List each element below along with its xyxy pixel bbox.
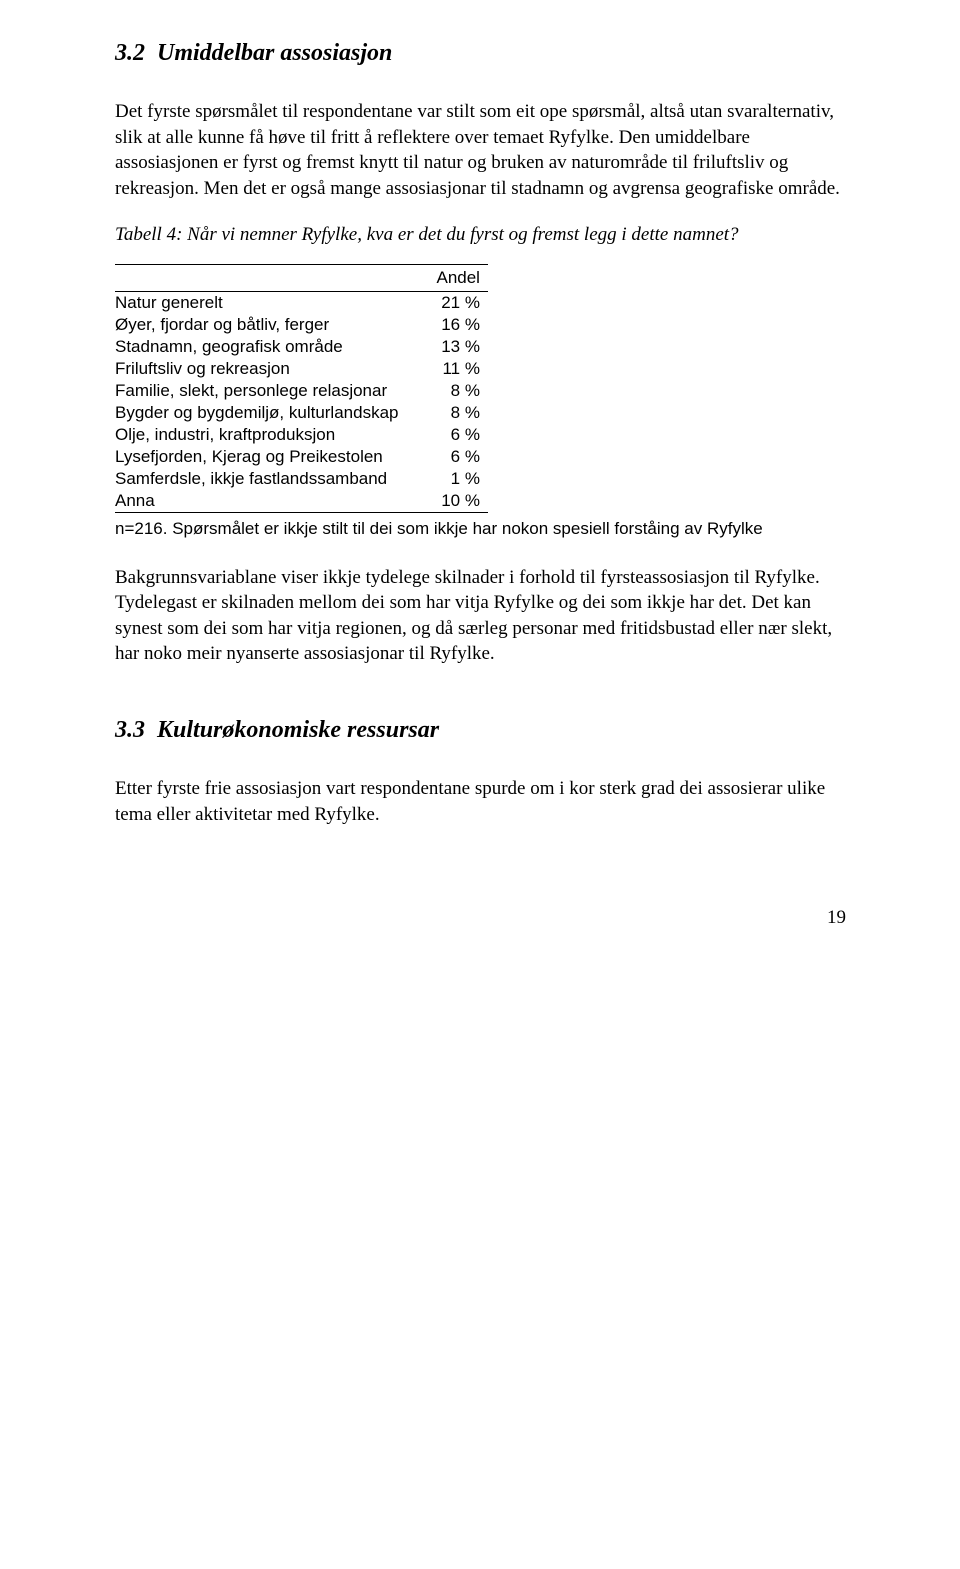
- section-heading-3-2: 3.2 Umiddelbar assosiasjon: [115, 40, 850, 67]
- section-number: 3.3: [115, 717, 145, 743]
- association-table: Andel Natur generelt 21 % Øyer, fjordar …: [115, 264, 488, 513]
- table-note: n=216. Spørsmålet er ikkje stilt til dei…: [115, 519, 850, 539]
- row-value: 8 %: [428, 402, 487, 424]
- row-label: Anna: [115, 490, 428, 513]
- row-label: Friluftsliv og rekreasjon: [115, 358, 428, 380]
- row-value: 6 %: [428, 424, 487, 446]
- table-row: Stadnamn, geografisk område 13 %: [115, 336, 488, 358]
- row-label: Øyer, fjordar og båtliv, ferger: [115, 314, 428, 336]
- table-row: Friluftsliv og rekreasjon 11 %: [115, 358, 488, 380]
- section-heading-3-3: 3.3 Kulturøkonomiske ressursar: [115, 717, 850, 744]
- paragraph-2: Bakgrunnsvariablane viser ikkje tydelege…: [115, 565, 850, 668]
- row-value: 21 %: [428, 291, 487, 314]
- row-value: 11 %: [428, 358, 487, 380]
- table-row: Bygder og bygdemiljø, kulturlandskap 8 %: [115, 402, 488, 424]
- section-title: Umiddelbar assosiasjon: [157, 40, 392, 66]
- table-row: Øyer, fjordar og båtliv, ferger 16 %: [115, 314, 488, 336]
- section-number: 3.2: [115, 40, 145, 66]
- row-value: 13 %: [428, 336, 487, 358]
- row-value: 1 %: [428, 468, 487, 490]
- table-row: Samferdsle, ikkje fastlandssamband 1 %: [115, 468, 488, 490]
- page-container: 3.2 Umiddelbar assosiasjon Det fyrste sp…: [0, 0, 960, 969]
- table-header-andel: Andel: [428, 264, 487, 291]
- row-value: 6 %: [428, 446, 487, 468]
- paragraph-3: Etter fyrste frie assosiasjon vart respo…: [115, 776, 850, 827]
- row-label: Lysefjorden, Kjerag og Preikestolen: [115, 446, 428, 468]
- row-value: 10 %: [428, 490, 487, 513]
- table-row: Natur generelt 21 %: [115, 291, 488, 314]
- row-label: Bygder og bygdemiljø, kulturlandskap: [115, 402, 428, 424]
- row-label: Stadnamn, geografisk område: [115, 336, 428, 358]
- table-row: Familie, slekt, personlege relasjonar 8 …: [115, 380, 488, 402]
- table-header-blank: [115, 264, 428, 291]
- row-label: Natur generelt: [115, 291, 428, 314]
- row-label: Samferdsle, ikkje fastlandssamband: [115, 468, 428, 490]
- table-row: Olje, industri, kraftproduksjon 6 %: [115, 424, 488, 446]
- paragraph-1: Det fyrste spørsmålet til respondentane …: [115, 99, 850, 202]
- page-number: 19: [115, 907, 850, 929]
- table-row: Lysefjorden, Kjerag og Preikestolen 6 %: [115, 446, 488, 468]
- row-value: 16 %: [428, 314, 487, 336]
- row-value: 8 %: [428, 380, 487, 402]
- row-label: Olje, industri, kraftproduksjon: [115, 424, 428, 446]
- row-label: Familie, slekt, personlege relasjonar: [115, 380, 428, 402]
- section-title: Kulturøkonomiske ressursar: [157, 717, 439, 743]
- table-caption: Tabell 4: Når vi nemner Ryfylke, kva er …: [115, 224, 850, 246]
- table-row: Anna 10 %: [115, 490, 488, 513]
